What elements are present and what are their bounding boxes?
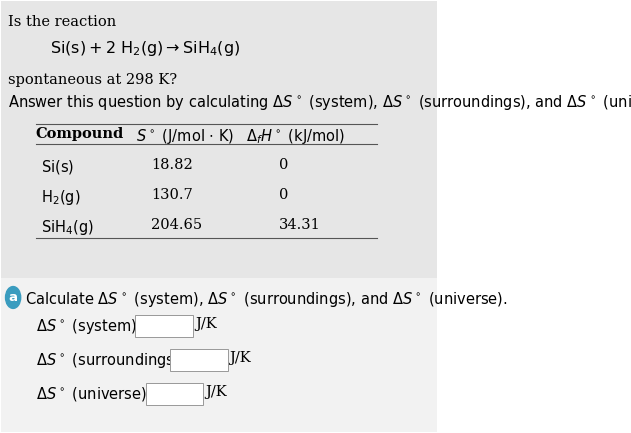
Text: $\mathrm{SiH_4(g)}$: $\mathrm{SiH_4(g)}$ (42, 218, 94, 237)
Text: 18.82: 18.82 (151, 158, 193, 172)
Text: J/K: J/K (195, 317, 217, 331)
Text: $\Delta S^\circ$ (universe) $=$: $\Delta S^\circ$ (universe) $=$ (36, 385, 166, 403)
FancyBboxPatch shape (146, 383, 203, 405)
Text: Answer this question by calculating $\Delta S^\circ$ (system), $\Delta S^\circ$ : Answer this question by calculating $\De… (8, 93, 631, 112)
Text: 204.65: 204.65 (151, 218, 202, 232)
Text: 0: 0 (280, 188, 289, 202)
Text: $\mathrm{H_2(g)}$: $\mathrm{H_2(g)}$ (42, 188, 81, 207)
Text: 34.31: 34.31 (280, 218, 321, 232)
Text: $\Delta S^\circ$ (surroundings) $=$: $\Delta S^\circ$ (surroundings) $=$ (36, 351, 199, 370)
Text: spontaneous at 298 K?: spontaneous at 298 K? (8, 73, 177, 87)
Text: 130.7: 130.7 (151, 188, 193, 202)
Text: J/K: J/K (206, 385, 227, 399)
Text: a: a (9, 291, 18, 304)
FancyBboxPatch shape (170, 349, 228, 371)
FancyBboxPatch shape (135, 315, 193, 337)
Circle shape (6, 287, 21, 308)
Text: $S^\circ$ (J/mol $\cdot$ K): $S^\circ$ (J/mol $\cdot$ K) (136, 126, 234, 145)
Text: 0: 0 (280, 158, 289, 172)
Text: Calculate $\Delta S^\circ$ (system), $\Delta S^\circ$ (surroundings), and $\Delt: Calculate $\Delta S^\circ$ (system), $\D… (25, 290, 507, 309)
Text: $\mathrm{Si(s) + 2\ H_2(g) \rightarrow SiH_4(g)}$: $\mathrm{Si(s) + 2\ H_2(g) \rightarrow S… (50, 39, 240, 58)
FancyBboxPatch shape (1, 1, 437, 278)
FancyBboxPatch shape (1, 278, 437, 432)
Text: $\Delta_f H^\circ$ (kJ/mol): $\Delta_f H^\circ$ (kJ/mol) (246, 126, 345, 145)
Text: J/K: J/K (230, 351, 251, 365)
Text: Is the reaction: Is the reaction (8, 15, 117, 29)
Text: $\mathrm{Si(s)}$: $\mathrm{Si(s)}$ (42, 158, 74, 176)
Text: $\Delta S^\circ$ (system) $=$: $\Delta S^\circ$ (system) $=$ (36, 317, 156, 336)
Text: Compound: Compound (36, 126, 124, 141)
